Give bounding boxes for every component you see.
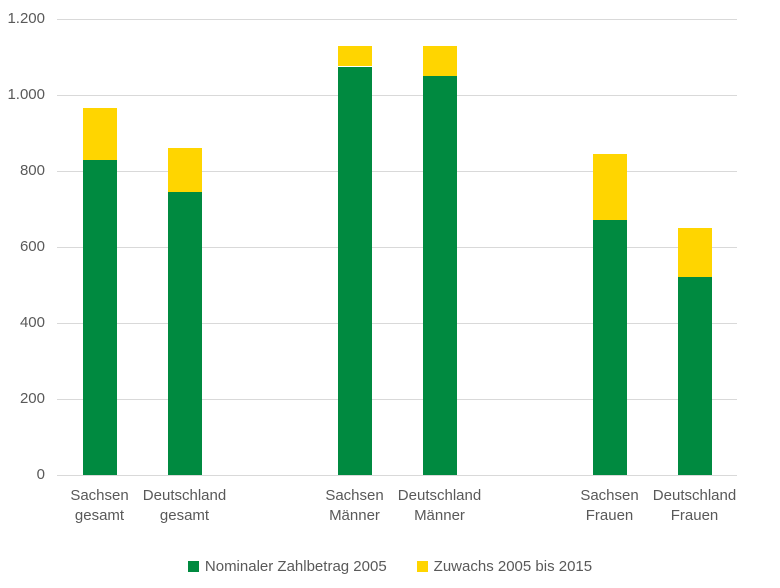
y-axis-tick-0: 0 <box>36 466 45 483</box>
category-label-line: Sachsen <box>325 487 384 504</box>
legend-label-zuwachs-2005-2015: Zuwachs 2005 bis 2015 <box>433 557 593 575</box>
chart-legend: Nominaler Zahlbetrag 2005 Zuwachs 2005 b… <box>0 553 780 579</box>
gridline-1.000 <box>57 94 737 96</box>
category-label-line: Deutschland <box>142 487 227 504</box>
bar-segment-growth <box>677 228 712 278</box>
category-label-line: gesamt <box>159 507 210 524</box>
bar-segment-growth <box>337 45 372 67</box>
bar-segment-base <box>592 220 627 475</box>
bar-segment-growth <box>422 45 457 76</box>
y-axis-tick-200: 200 <box>19 390 45 407</box>
x-axis-category-label: Deutschland Frauen <box>647 486 742 526</box>
legend-item-nominal-2005: Nominaler Zahlbetrag 2005 <box>187 557 387 575</box>
x-axis-category-label: Sachsen gesamt <box>52 486 147 526</box>
gridline-800 <box>57 170 737 172</box>
x-axis-category-label: Sachsen Männer <box>307 486 402 526</box>
bar-segment-base <box>677 277 712 475</box>
legend-label-nominal-2005: Nominaler Zahlbetrag 2005 <box>204 557 387 575</box>
gridline-600 <box>57 246 737 248</box>
category-label-line: Frauen <box>585 507 634 524</box>
x-axis-category-label: Deutschland Männer <box>392 486 487 526</box>
category-label-line: Sachsen <box>70 487 129 504</box>
y-axis-tick-400: 400 <box>19 314 45 331</box>
y-axis-tick-1.200: 1.200 <box>7 10 45 27</box>
bar-segment-base <box>167 191 202 475</box>
legend-item-zuwachs-2005-2015: Zuwachs 2005 bis 2015 <box>416 557 593 575</box>
bar-segment-growth <box>592 153 627 221</box>
gridline-1.200 <box>57 18 737 20</box>
gridline-0 <box>57 474 737 476</box>
x-axis-category-label: Sachsen Frauen <box>562 486 657 526</box>
category-label-line: Männer <box>329 507 380 524</box>
category-label-line: Frauen <box>670 507 719 524</box>
bar-segment-base <box>422 76 457 475</box>
bar-segment-growth <box>167 148 202 192</box>
y-axis-tick-800: 800 <box>19 162 45 179</box>
y-axis-tick-600: 600 <box>19 238 45 255</box>
category-label-line: Deutschland <box>397 487 482 504</box>
gridline-200 <box>57 398 737 400</box>
bar-segment-base <box>82 159 117 475</box>
bar-segment-growth <box>82 108 117 160</box>
legend-swatch-yellow-icon <box>416 560 428 572</box>
category-label-line: gesamt <box>74 507 125 524</box>
gridline-400 <box>57 322 737 324</box>
bar-segment-base <box>337 66 372 475</box>
y-axis-tick-1.000: 1.000 <box>7 86 45 103</box>
category-label-line: Deutschland <box>652 487 737 504</box>
category-label-line: Männer <box>414 507 465 524</box>
category-label-line: Sachsen <box>580 487 639 504</box>
x-axis-category-label: Deutschland gesamt <box>137 486 232 526</box>
legend-swatch-green-icon <box>187 560 199 572</box>
